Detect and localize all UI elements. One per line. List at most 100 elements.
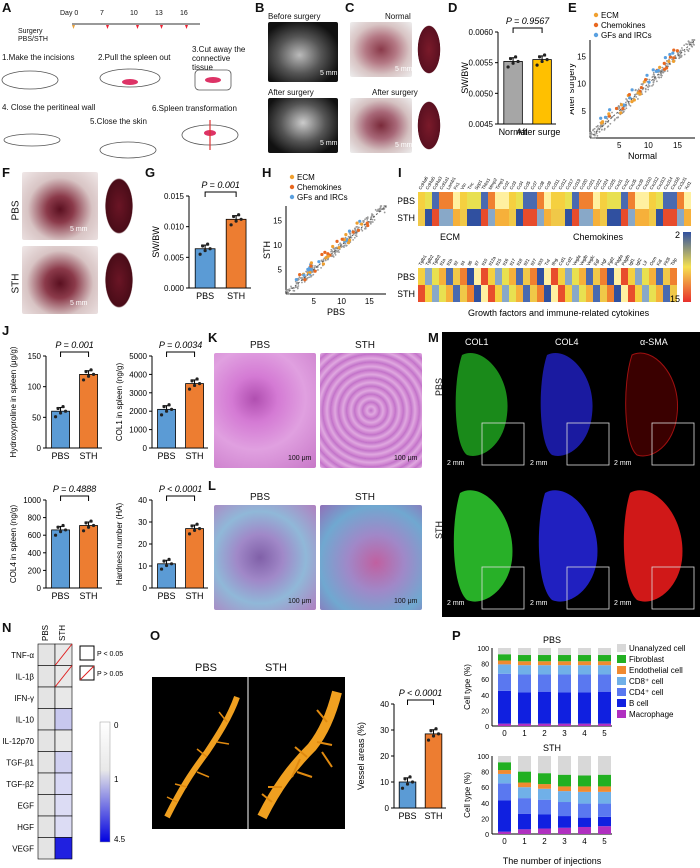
highlight-point	[357, 229, 360, 232]
gene-point	[300, 277, 302, 279]
injection-marker	[136, 25, 139, 29]
data-point	[240, 218, 243, 221]
highlight-point	[604, 116, 607, 119]
gene-label: Il6	[467, 259, 474, 266]
heatmap-cell	[453, 209, 460, 226]
heatmap-cell	[425, 268, 432, 285]
gene-label: Tslp	[670, 257, 679, 267]
stacked-segment	[578, 675, 591, 693]
highlight-point	[640, 86, 643, 89]
masson-stain-sth	[320, 505, 422, 610]
highlight-point	[669, 56, 672, 59]
gene-point	[383, 205, 385, 207]
heatmap-cell	[481, 285, 488, 302]
data-point	[206, 243, 209, 246]
gene-point	[667, 63, 669, 65]
heatmap-cell	[684, 209, 691, 226]
data-point	[193, 384, 196, 387]
x-tick-label: 2	[542, 837, 547, 846]
vessel-sth	[262, 692, 337, 817]
gene-point	[317, 265, 319, 267]
stacked-segment	[518, 648, 531, 655]
bar	[533, 60, 552, 124]
p-value: P = 0.9567	[506, 16, 550, 26]
heatmap-cell	[439, 268, 446, 285]
y-axis-label: Hardness number (HA)	[115, 503, 124, 586]
stacked-segment	[538, 800, 551, 815]
y-tick-label: 15	[577, 52, 586, 61]
highlight-point	[308, 271, 311, 274]
y-tick-label: 20	[481, 816, 489, 823]
stacked-segment	[498, 664, 511, 673]
heatmap-cell	[593, 268, 600, 285]
scale-bar: 100 μm	[394, 455, 418, 462]
data-point	[411, 780, 414, 783]
color-scale-label: 4.5	[114, 835, 126, 844]
x-tick-label: PBS	[158, 451, 176, 461]
bar	[52, 530, 70, 588]
x-tick-label: PBS	[158, 591, 176, 601]
chart-p: PBS020406080100Cell type (%)0 1 2 3 4 5STH020…	[452, 628, 700, 868]
stacked-segment	[558, 791, 571, 802]
bar	[186, 384, 204, 448]
heatmap-cell	[38, 838, 55, 860]
stacked-segment	[598, 792, 611, 804]
timeline-tick: 16	[180, 10, 188, 17]
gene-point	[355, 235, 357, 237]
gene-point	[651, 85, 653, 87]
stacked-segment	[498, 756, 511, 762]
scale-bar: 5 mm	[320, 70, 338, 77]
data-point	[432, 734, 435, 737]
stacked-segment	[578, 827, 591, 834]
y-tick-label: 0	[37, 584, 42, 593]
heatmap-cell	[55, 730, 72, 752]
gene-point	[323, 259, 325, 261]
heatmap-cell	[579, 192, 586, 209]
stacked-segment	[538, 724, 551, 726]
heatmap-cell	[551, 268, 558, 285]
gene-point	[625, 98, 627, 100]
gene-label: Il2	[453, 259, 460, 266]
stacked-segment	[498, 724, 511, 726]
data-point	[408, 775, 411, 778]
highlight-point	[628, 93, 631, 96]
gene-point	[363, 220, 365, 222]
chart-j-hydroxyproline: 050100150Hydroxyproline in spleen (μg/g)…	[0, 330, 105, 475]
y-tick-label: 400	[28, 549, 42, 558]
heatmap-cell	[614, 285, 621, 302]
heatmap-cell	[502, 192, 509, 209]
heatmap-cell	[656, 209, 663, 226]
y-axis-label: COL4 in spleen (ng/g)	[9, 505, 18, 584]
data-point	[535, 64, 538, 67]
heatmap-group-label: Growth factors and immune-related cytoki…	[468, 308, 650, 318]
heatmap-cell	[656, 192, 663, 209]
panel-label-k: K	[208, 330, 217, 345]
stacked-segment	[498, 832, 511, 834]
gene-point	[288, 288, 290, 290]
y-tick-label: 1000	[129, 426, 147, 435]
chart-j-col4: 02004006008001000COL4 in spleen (ng/g)PB…	[0, 478, 105, 613]
y-tick-label: 20	[380, 752, 389, 761]
x-tick-label: 3	[562, 837, 567, 846]
heatmap-cell	[523, 285, 530, 302]
step-1: 1.Make the incisions	[2, 53, 74, 62]
data-point	[543, 53, 546, 56]
heatmap-cell	[607, 268, 614, 285]
gene-point	[290, 285, 292, 287]
data-point	[232, 215, 235, 218]
gene-point	[345, 243, 347, 245]
photo-sth-spleen	[102, 246, 136, 314]
heatmap-cell	[544, 192, 551, 209]
gene-point	[686, 43, 688, 45]
vessel-pbs	[167, 697, 237, 817]
gene-point	[305, 271, 307, 273]
gene-point	[370, 216, 372, 218]
heatmap-cell	[642, 268, 649, 285]
gene-label: Tnf	[544, 258, 552, 267]
stacked-segment	[518, 798, 531, 814]
stacked-segment	[558, 816, 571, 828]
p-value: P = 0.001	[201, 180, 239, 190]
heatmap-cell	[446, 209, 453, 226]
data-point	[193, 529, 196, 532]
bar	[399, 782, 416, 808]
